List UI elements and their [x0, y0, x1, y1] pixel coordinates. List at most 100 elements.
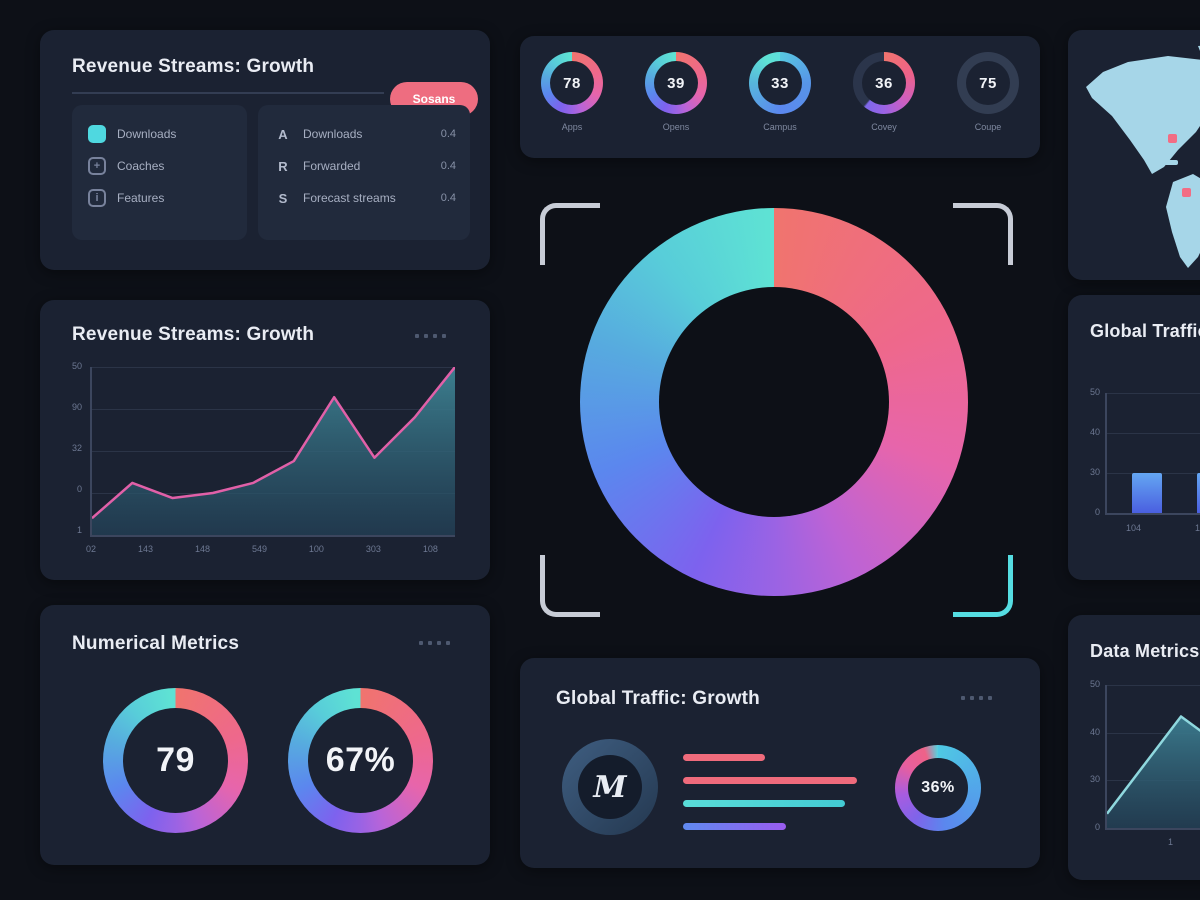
data-area-chart — [1105, 685, 1200, 830]
cyan-square-icon — [88, 125, 106, 143]
gauge-value: 36 — [875, 74, 893, 92]
divider — [72, 92, 384, 94]
tick-label: 50 — [1089, 387, 1100, 397]
kpi-gauges-card: 78 Apps 39 Opens 33 Campus 36 Covey 75 C… — [520, 36, 1040, 158]
tick-label: 104 — [1126, 523, 1142, 533]
stat-value: 0.4 — [440, 160, 456, 172]
world-map-graphic — [1086, 45, 1200, 268]
outline-square-icon: i — [88, 189, 106, 207]
gauge-label: Covey — [871, 122, 897, 132]
bar — [683, 823, 786, 830]
tick-label: 1 — [76, 525, 82, 535]
frame-bracket-bottom-left-icon — [540, 555, 600, 617]
gauge-value: 78 — [563, 74, 581, 92]
gauge-ring: 75 — [957, 52, 1019, 114]
gauge-value: 36% — [921, 779, 955, 796]
percent-gauge: 36% — [895, 745, 981, 831]
frame-bracket-bottom-right-icon — [953, 555, 1013, 617]
global-traffic-card: Global Traffic 50 40 30 0 104 1 — [1068, 295, 1200, 580]
horizontal-bars — [683, 754, 857, 830]
stat-row[interactable]: R Forwarded 0.4 — [274, 150, 456, 182]
tick-label: 549 — [251, 544, 267, 554]
x-axis-ticks: 02 143 148 549 100 303 108 — [86, 544, 438, 554]
tick-label: 02 — [86, 544, 97, 554]
stat-row[interactable]: S Forecast streams 0.4 — [274, 182, 456, 214]
s-glyph-icon: S — [278, 190, 288, 206]
tick-label: 0 — [1094, 507, 1100, 517]
stat-value: 0.4 — [440, 192, 456, 204]
world-map-card — [1068, 30, 1200, 280]
revenue-area-chart — [90, 367, 455, 537]
map-marker-icon — [1182, 188, 1191, 197]
y-axis-ticks: 50 40 30 0 — [1074, 387, 1100, 517]
gauge-value: 39 — [667, 74, 685, 92]
traffic-bar-chart — [1105, 393, 1200, 515]
gauge-ring: 78 — [541, 52, 603, 114]
kpi-gauge: 36 Covey — [853, 52, 915, 132]
tick-label: 32 — [71, 443, 82, 453]
card-title: Global Traffic — [1090, 321, 1200, 341]
gauge-ring: 36 — [853, 52, 915, 114]
stat-row[interactable]: A Downloads 0.4 — [274, 118, 456, 150]
legend-item[interactable]: + Coaches — [88, 150, 247, 182]
numerical-metrics-card: Numerical Metrics 79 67% — [40, 605, 490, 865]
gauge-value: 75 — [979, 74, 997, 92]
tick-label: 100 — [308, 544, 324, 554]
tick-label: 1 — [1195, 523, 1200, 533]
gauge-value: 33 — [771, 74, 789, 92]
tick-label: 303 — [365, 544, 381, 554]
gauge-label: Opens — [662, 122, 690, 132]
card-title: Numerical Metrics — [72, 633, 240, 654]
legend-left-panel: Downloads + Coaches i Features — [72, 105, 247, 240]
stat-label: Forwarded — [303, 159, 361, 173]
avatar-letter: M — [593, 769, 627, 805]
card-title: Revenue Streams: Growth — [72, 56, 315, 77]
card-title: Global Traffic: Growth — [556, 688, 760, 709]
legend-item-label: Features — [117, 191, 165, 205]
gauge-ring: 33 — [749, 52, 811, 114]
a-glyph-icon: A — [278, 126, 288, 142]
legend-item[interactable]: Downloads — [88, 118, 247, 150]
data-metrics-card: Data Metrics 50 40 30 0 1 — [1068, 615, 1200, 880]
bar — [1132, 473, 1162, 513]
bar — [683, 754, 765, 761]
frame-bracket-top-left-icon — [540, 203, 600, 265]
menu-dots-icon[interactable] — [419, 641, 450, 645]
avatar[interactable]: M — [562, 739, 658, 835]
y-axis-ticks: 50 90 32 0 1 — [52, 361, 82, 535]
tick-label: 90 — [71, 402, 82, 412]
gauge-label: Coupe — [974, 122, 1002, 132]
tick-label: 143 — [137, 544, 153, 554]
menu-dots-icon[interactable] — [961, 696, 992, 700]
bar — [1197, 473, 1200, 513]
bar — [683, 777, 857, 784]
legend-item[interactable]: i Features — [88, 182, 247, 214]
revenue-growth-chart-card: Revenue Streams: Growth 50 90 32 0 1 02 143 14… — [40, 300, 490, 580]
menu-dots-icon[interactable] — [415, 334, 446, 338]
tick-label: 0 — [76, 484, 82, 494]
y-axis-ticks: 50 40 30 0 — [1074, 679, 1100, 832]
gauge-label: Campus — [763, 122, 797, 132]
kpi-gauge: 39 Opens — [645, 52, 707, 132]
gauge-value: 67% — [325, 741, 396, 779]
metric-gauge: 79 — [103, 688, 248, 833]
x-axis-ticks: 1 — [1168, 837, 1198, 847]
revenue-streams-legend-card: Revenue Streams: Growth Sosans Downloads… — [40, 30, 490, 270]
tick-label: 50 — [71, 361, 82, 371]
x-axis-ticks: 104 1 — [1126, 523, 1200, 533]
bar — [683, 800, 845, 807]
bars — [1107, 393, 1200, 513]
kpi-gauge: 75 Coupe — [957, 52, 1019, 132]
kpi-gauge: 33 Campus — [749, 52, 811, 132]
legend-item-label: Downloads — [117, 127, 177, 141]
tick-label: 40 — [1089, 427, 1100, 437]
tick-label: 1 — [1168, 837, 1174, 847]
gauge-label: Apps — [561, 122, 583, 132]
stat-label: Forecast streams — [303, 191, 396, 205]
tick-label: 30 — [1089, 774, 1100, 785]
center-donut-chart — [580, 208, 968, 596]
global-traffic-growth-card: Global Traffic: Growth M 36% — [520, 658, 1040, 868]
card-title: Revenue Streams: Growth — [72, 324, 315, 345]
gauge-ring: 39 — [645, 52, 707, 114]
